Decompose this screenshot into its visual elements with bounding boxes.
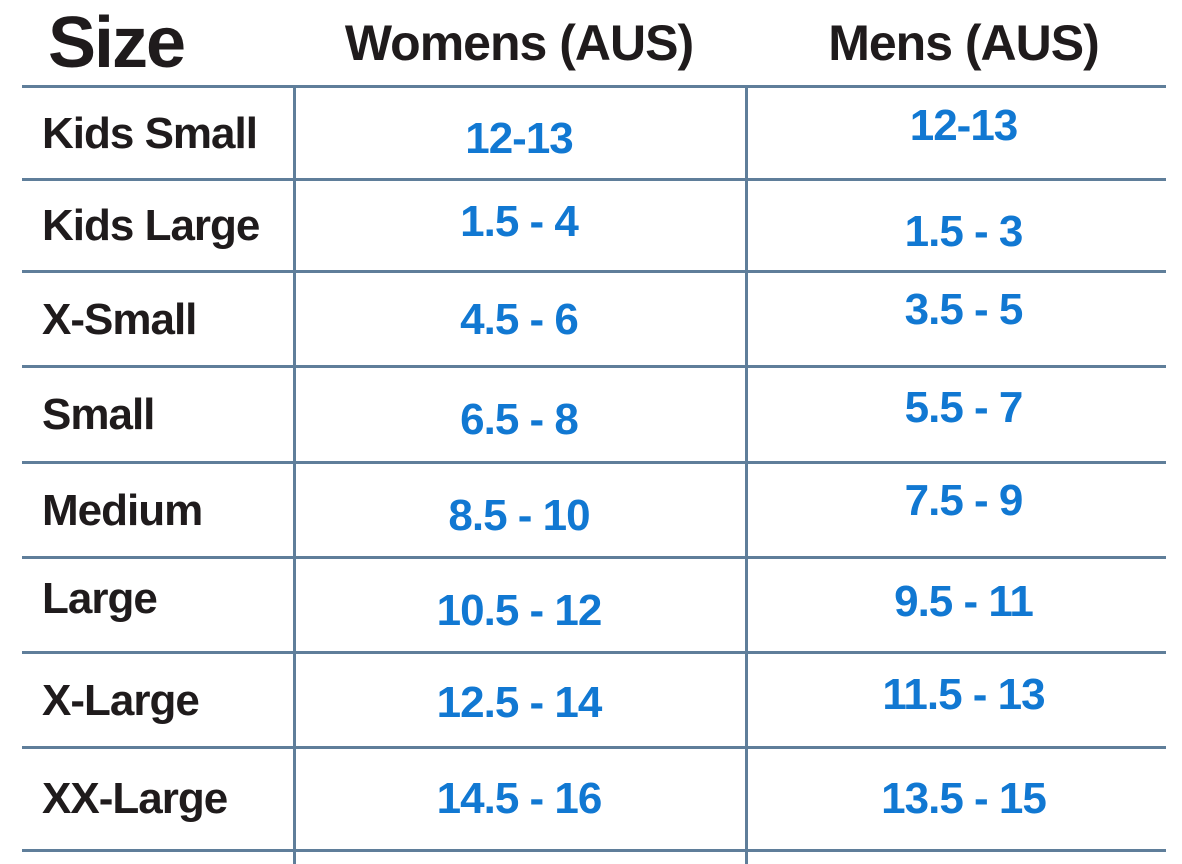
mens-value: 11.5 - 13 <box>882 669 1045 719</box>
womens-value: 6.5 - 8 <box>460 395 579 444</box>
womens-value: 14.5 - 16 <box>436 773 603 823</box>
mens-value: 3.5 - 5 <box>904 284 1024 334</box>
table-row-x-small: X-Small 4.5 - 6 3.5 - 5 <box>0 270 1182 367</box>
table-header-row: Size Womens (AUS) Mens (AUS) <box>0 0 1182 87</box>
size-column-header: Size <box>48 3 186 83</box>
womens-value: 8.5 - 10 <box>448 490 590 540</box>
mens-column-header: Mens (AUS) <box>828 15 1100 71</box>
mens-value: 12-13 <box>909 100 1019 150</box>
size-label: X-Large <box>42 675 200 725</box>
mens-value: 7.5 - 9 <box>904 475 1024 525</box>
womens-value: 1.5 - 4 <box>460 197 579 246</box>
size-label: XX-Large <box>42 773 228 823</box>
table-row-kids-large: Kids Large 1.5 - 4 1.5 - 3 <box>0 178 1182 272</box>
womens-value: 4.5 - 6 <box>460 294 579 344</box>
table-row-kids-small: Kids Small 12-13 12-13 <box>0 85 1182 180</box>
mens-value: 13.5 - 15 <box>881 773 1047 823</box>
table-row-large: Large 10.5 - 12 9.5 - 11 <box>0 556 1182 653</box>
size-label: Small <box>42 390 155 439</box>
table-row-x-large: X-Large 12.5 - 14 11.5 - 13 <box>0 651 1182 748</box>
mens-value: 5.5 - 7 <box>904 383 1024 432</box>
size-label: Medium <box>42 485 203 535</box>
womens-column-header: Womens (AUS) <box>344 15 694 71</box>
table-bottom-border <box>22 849 1166 852</box>
mens-value: 1.5 - 3 <box>904 207 1024 256</box>
size-label: Kids Small <box>42 108 258 158</box>
column-divider-right <box>745 87 748 864</box>
column-divider-left <box>293 87 296 864</box>
table-row-xx-large: XX-Large 14.5 - 16 13.5 - 15 <box>0 746 1182 849</box>
table-row-small: Small 6.5 - 8 5.5 - 7 <box>0 365 1182 463</box>
table-row-medium: Medium 8.5 - 10 7.5 - 9 <box>0 461 1182 558</box>
table-body: Kids Small 12-13 12-13 Kids Large 1.5 - … <box>0 85 1182 849</box>
womens-value: 12-13 <box>465 113 574 163</box>
size-label: Kids Large <box>42 201 260 250</box>
womens-value: 10.5 - 12 <box>436 585 603 635</box>
size-label: X-Small <box>42 294 197 344</box>
womens-value: 12.5 - 14 <box>436 677 603 727</box>
mens-value: 9.5 - 11 <box>894 576 1034 626</box>
size-label: Large <box>42 573 158 623</box>
